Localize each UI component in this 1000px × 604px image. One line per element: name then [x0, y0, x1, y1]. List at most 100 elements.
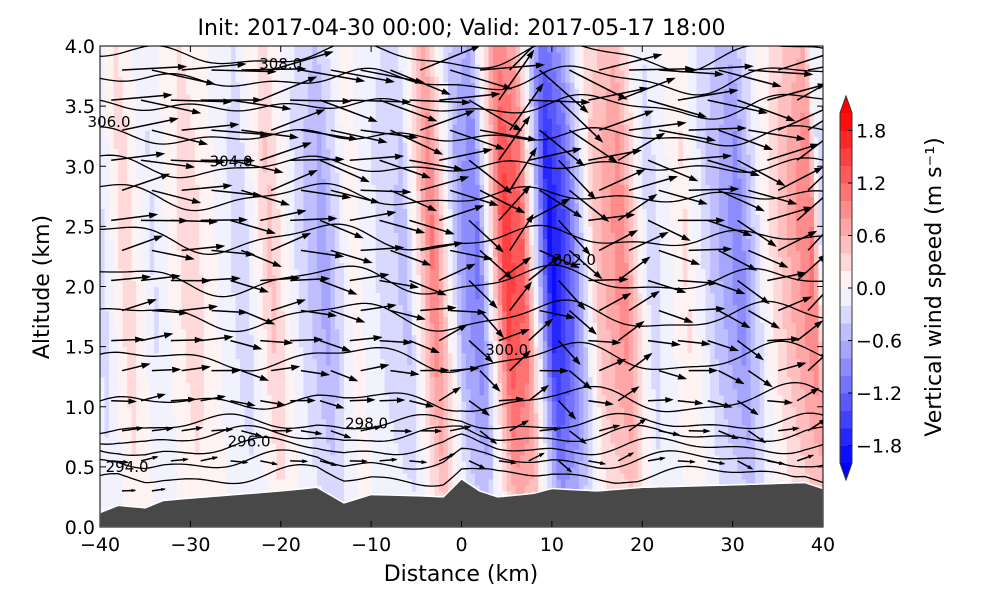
field-cell	[271, 424, 277, 432]
field-cell	[104, 454, 110, 462]
field-cell	[208, 472, 214, 480]
field-cell	[375, 316, 381, 324]
field-cell	[249, 346, 255, 354]
field-cell	[118, 172, 124, 179]
field-cell	[366, 88, 372, 95]
field-cell	[344, 340, 350, 348]
field-cell	[312, 202, 318, 209]
field-cell	[366, 130, 372, 137]
field-cell	[276, 334, 282, 342]
field-cell	[167, 106, 173, 113]
field-cell	[262, 178, 268, 185]
field-cell	[344, 118, 350, 125]
field-cell	[240, 166, 246, 173]
field-cell	[330, 88, 336, 95]
field-cell	[208, 280, 214, 288]
field-cell	[226, 262, 232, 270]
field-cell	[353, 448, 359, 456]
field-cell	[235, 226, 241, 233]
field-cell	[118, 298, 124, 306]
field-cell	[113, 418, 119, 426]
field-cell	[181, 376, 187, 384]
field-cell	[113, 130, 119, 137]
field-cell	[109, 244, 115, 252]
field-cell	[244, 70, 250, 77]
field-cell	[167, 394, 173, 402]
field-cell	[271, 232, 277, 239]
field-cell	[294, 94, 300, 101]
field-cell	[294, 154, 300, 161]
field-cell	[312, 76, 318, 83]
field-cell	[235, 94, 241, 101]
field-cell	[104, 400, 110, 408]
field-cell	[366, 172, 372, 179]
field-cell	[371, 316, 377, 324]
field-cell	[131, 238, 137, 246]
field-cell	[145, 394, 151, 402]
field-cell	[222, 436, 228, 444]
field-cell	[262, 184, 268, 191]
field-cell	[208, 130, 214, 137]
field-cell	[321, 304, 327, 312]
field-cell	[127, 430, 133, 438]
field-cell	[267, 52, 273, 59]
field-cell	[154, 340, 160, 348]
field-cell	[118, 436, 124, 444]
field-cell	[149, 118, 155, 125]
field-cell	[100, 478, 106, 486]
field-cell	[235, 142, 241, 149]
field-cell	[353, 184, 359, 191]
field-cell	[176, 208, 182, 215]
field-cell	[167, 196, 173, 203]
field-cell	[262, 244, 268, 252]
field-cell	[167, 154, 173, 161]
field-cell	[348, 232, 354, 239]
field-cell	[330, 196, 336, 203]
field-cell	[185, 364, 191, 372]
field-cell	[325, 430, 332, 438]
field-cell	[158, 136, 164, 143]
field-cell	[118, 340, 124, 348]
field-cell	[289, 208, 295, 215]
field-cell	[113, 82, 119, 89]
field-cell	[190, 352, 196, 360]
field-cell	[294, 220, 300, 227]
field-cell	[194, 304, 201, 312]
field-cell	[217, 322, 223, 330]
field-cell	[271, 202, 277, 209]
field-cell	[167, 298, 173, 306]
field-cell	[199, 478, 205, 486]
field-cell	[353, 112, 359, 119]
field-cell	[371, 394, 377, 402]
field-cell	[136, 214, 142, 221]
field-cell	[158, 310, 164, 318]
field-cell	[122, 358, 128, 366]
field-cell	[163, 412, 169, 420]
field-cell	[334, 226, 341, 233]
field-cell	[113, 196, 119, 203]
field-cell	[235, 214, 241, 221]
field-cell	[330, 484, 336, 492]
field-cell	[353, 196, 359, 203]
field-cell	[212, 460, 219, 468]
field-cell	[109, 88, 115, 95]
field-cell	[267, 472, 273, 480]
field-cell	[294, 196, 300, 203]
field-cell	[217, 400, 223, 408]
field-cell	[212, 70, 219, 77]
field-cell	[212, 274, 219, 282]
field-cell	[258, 124, 264, 131]
field-cell	[267, 178, 273, 185]
field-cell	[136, 124, 142, 131]
field-cell	[339, 238, 345, 246]
field-cell	[253, 364, 259, 372]
field-cell	[312, 244, 318, 252]
field-cell	[303, 346, 309, 354]
field-cell	[307, 418, 313, 426]
field-cell	[222, 220, 228, 227]
field-cell	[122, 436, 128, 444]
field-cell	[294, 262, 300, 270]
field-cell	[240, 94, 246, 101]
field-cell	[371, 418, 377, 426]
field-cell	[244, 412, 250, 420]
